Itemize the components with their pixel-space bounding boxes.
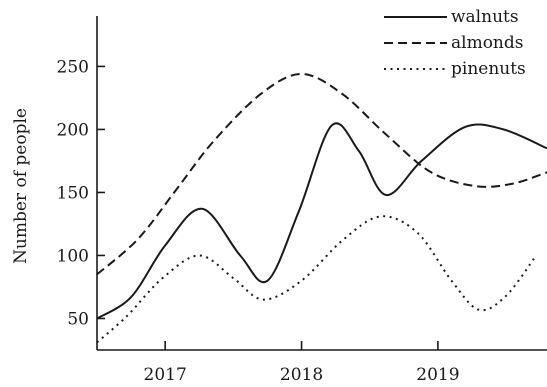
x-tick-label: 2018 <box>280 365 323 385</box>
series-line-pinenuts <box>96 215 537 344</box>
y-tick-label: 250 <box>57 57 89 77</box>
y-tick-label: 200 <box>57 120 89 140</box>
axes <box>96 16 547 351</box>
legend-label-pinenuts: pinenuts <box>451 59 526 79</box>
legend-label-walnuts: walnuts <box>451 7 519 27</box>
x-tick-label: 2017 <box>144 365 187 385</box>
series-line-almonds <box>96 72 547 276</box>
y-tick-label: 150 <box>57 183 89 203</box>
x-tick-label: 2019 <box>416 365 459 385</box>
legend-label-almonds: almonds <box>451 33 523 53</box>
series-line-walnuts <box>96 122 547 320</box>
legend: walnuts almonds pinenuts <box>384 7 526 79</box>
y-axis-title: Number of people <box>11 108 31 264</box>
y-ticks: 50 100 150 200 250 <box>57 57 105 329</box>
y-tick-label: 50 <box>67 309 89 329</box>
x-ticks: 2017 2018 2019 <box>144 341 460 385</box>
y-tick-label: 100 <box>57 246 89 266</box>
series-layer <box>96 72 547 344</box>
